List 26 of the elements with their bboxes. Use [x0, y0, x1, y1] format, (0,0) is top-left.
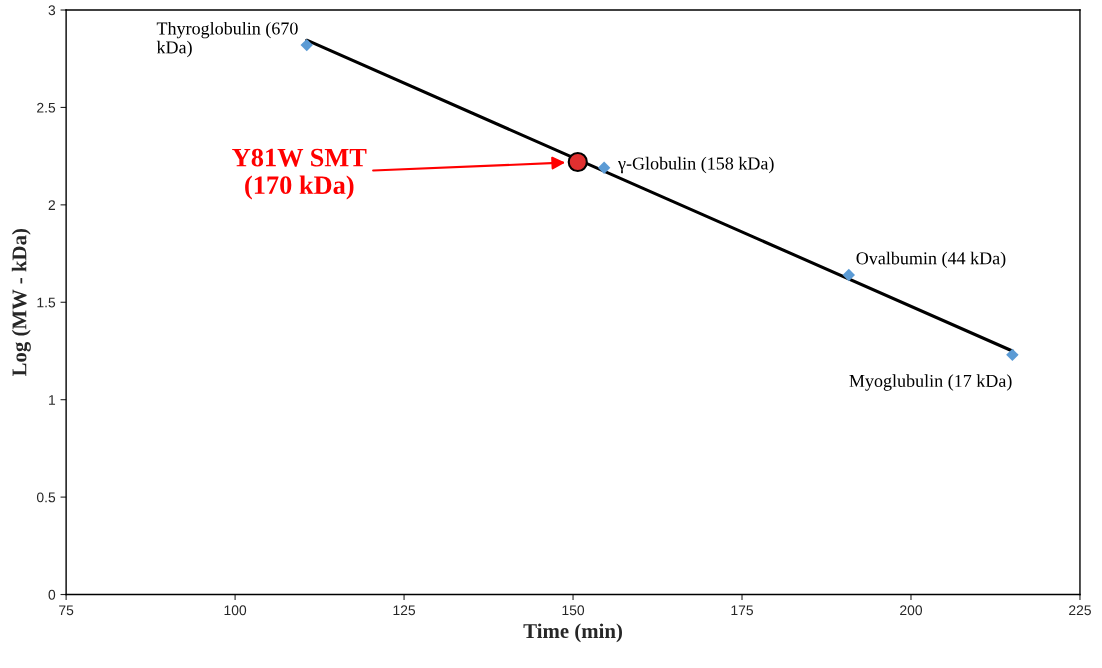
y-tick-label: 1.5 [37, 297, 56, 308]
y-tick-label: 2.5 [37, 102, 56, 113]
y-tick-label: 0.5 [36, 492, 56, 503]
x-tick-label: 175 [731, 605, 754, 616]
x-axis-title: Time (min) [523, 623, 622, 643]
annotation: Ovalbumin (44 kDa) [856, 251, 1006, 269]
y-tick-label: 1 [49, 395, 56, 405]
x-tick-label: 125 [393, 605, 416, 616]
point [1006, 348, 1019, 362]
annotation: Y81W SMT (170 kDa) [232, 148, 367, 200]
point [300, 38, 313, 52]
x-tick-label: 200 [900, 605, 923, 616]
x-tick-label: 150 [562, 605, 585, 616]
annotation: γ-Globulin (158 kDa) [617, 156, 774, 174]
y-tick-label: 2 [48, 200, 56, 210]
y-axis-title: Log (MW - kDa) [11, 229, 31, 377]
annotation: Myoglubulin (17 kDa) [849, 374, 1012, 391]
y-tick-label: 0 [48, 589, 56, 600]
point [597, 161, 611, 175]
x-tick-label: 225 [1069, 605, 1091, 616]
x-tick-label: 75 [59, 605, 74, 616]
y-tick-label: 3 [48, 5, 56, 16]
x-tick-label: 100 [224, 605, 247, 616]
annotation: Thyroglobulin (670 kDa) [156, 21, 298, 58]
point [567, 151, 588, 173]
point [842, 268, 856, 282]
